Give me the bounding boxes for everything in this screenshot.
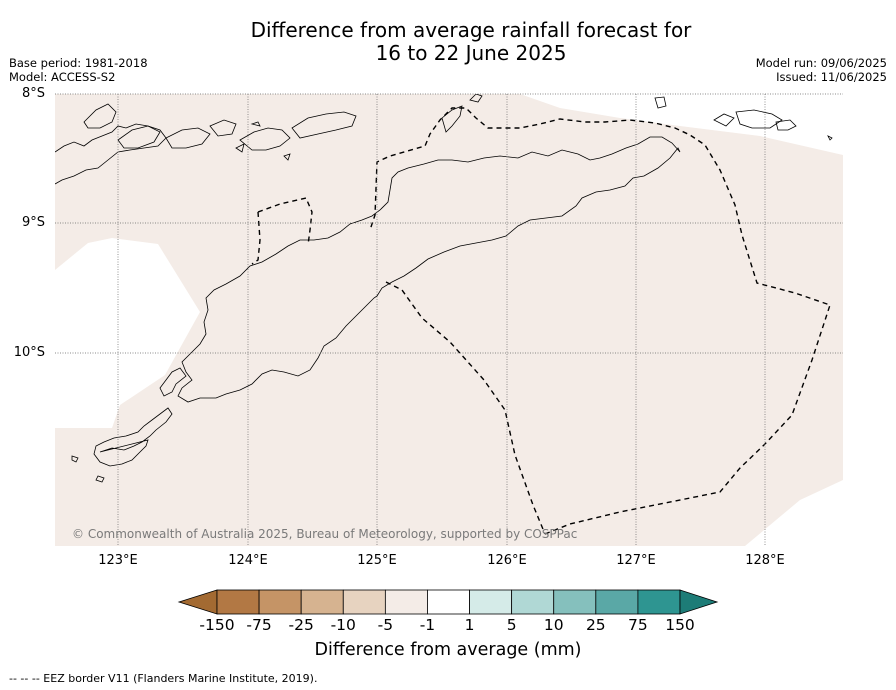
colorbar-tick-label: -25 xyxy=(288,616,314,634)
lon-label-124e: 124°E xyxy=(228,553,268,568)
lat-label-10s: 10°S xyxy=(13,345,45,360)
lon-label-123e: 123°E xyxy=(98,553,138,568)
forecast-fill xyxy=(55,94,843,546)
colorbar xyxy=(177,589,719,615)
islet-2 xyxy=(95,475,105,483)
coastlines xyxy=(55,94,833,483)
title-line-2: 16 to 22 June 2025 xyxy=(375,41,567,65)
lat-label-9s: 9°S xyxy=(21,215,45,230)
islet-13 xyxy=(775,119,797,131)
eez-border-south xyxy=(385,281,546,535)
colorbar-tick-label: -1 xyxy=(419,616,436,634)
title-line-1: Difference from average rainfall forecas… xyxy=(250,18,692,42)
meta-right: Model run: 09/06/2025 Issued: 11/06/2025 xyxy=(756,56,887,84)
model-name: Model: ACCESS-S2 xyxy=(9,70,116,84)
colorbar-swatch xyxy=(469,589,513,615)
colorbar-tick-label: -10 xyxy=(330,616,356,634)
islet-5 xyxy=(209,119,237,137)
chart-title: Difference from average rainfall forecas… xyxy=(0,19,896,65)
colorbar-tick-label: 75 xyxy=(628,616,648,634)
alor-islands xyxy=(55,123,167,185)
lon-label-127e: 127°E xyxy=(616,553,656,568)
colorbar-tick-label: 10 xyxy=(543,616,564,634)
gridlines xyxy=(55,93,843,546)
babar-island xyxy=(735,109,783,129)
colorbar-tick-label: 1 xyxy=(464,616,475,634)
colorbar-swatch xyxy=(216,589,260,615)
colorbar-swatch xyxy=(553,589,597,615)
rote-island xyxy=(159,367,187,397)
colorbar-swatch xyxy=(511,589,555,615)
colorbar-swatch xyxy=(637,589,681,615)
colorbar-tick-label: -5 xyxy=(377,616,394,634)
eez-border-main xyxy=(369,107,831,535)
islet-3 xyxy=(83,103,117,129)
pantar-island xyxy=(165,127,211,149)
colorbar-swatch xyxy=(595,589,639,615)
lat-label-8s: 8°S xyxy=(21,86,45,101)
colorbar-swatch xyxy=(300,589,344,615)
eez-borders xyxy=(251,107,831,535)
colorbar-tick-label: 5 xyxy=(506,616,517,634)
islet-14 xyxy=(827,135,833,141)
colorbar-tick-label: 150 xyxy=(665,616,695,634)
islet-12 xyxy=(713,113,735,127)
colorbar-tick-label: -75 xyxy=(246,616,272,634)
islet-4 xyxy=(117,125,161,149)
islet-9 xyxy=(250,121,261,127)
islet-6 xyxy=(239,127,291,151)
colorbar-swatch xyxy=(384,589,428,615)
islet-1 xyxy=(71,455,79,463)
lon-label-126e: 126°E xyxy=(487,553,527,568)
base-period: Base period: 1981-2018 xyxy=(9,56,148,70)
islet-8 xyxy=(283,153,291,161)
model-run: Model run: 09/06/2025 xyxy=(755,56,887,70)
colorbar-extend-low xyxy=(177,589,218,615)
colorbar-title: Difference from average (mm) xyxy=(314,640,582,660)
footer-eez-note: -- -- -- EEZ border V11 (Flanders Marine… xyxy=(9,672,318,685)
lon-label-128e: 128°E xyxy=(745,553,785,568)
colorbar-swatch xyxy=(427,589,470,615)
meta-left: Base period: 1981-2018 Model: ACCESS-S2 xyxy=(9,56,148,84)
sawu-island xyxy=(93,407,173,467)
colorbar-swatch xyxy=(258,589,302,615)
kisar-island xyxy=(441,105,463,133)
lon-label-125e: 125°E xyxy=(357,553,397,568)
wetar-island xyxy=(291,111,357,139)
timor-island xyxy=(177,136,681,403)
copyright-text: © Commonwealth of Australia 2025, Bureau… xyxy=(72,527,577,541)
eez-border-oecusse xyxy=(251,197,313,265)
islet-7 xyxy=(235,143,245,153)
colorbar-tick-label: 25 xyxy=(585,616,606,634)
islet-10 xyxy=(469,94,483,103)
map-area xyxy=(55,94,843,546)
issued-date: Issued: 11/06/2025 xyxy=(776,70,887,84)
islet-11 xyxy=(654,96,667,109)
colorbar-tick-label: -150 xyxy=(199,616,235,634)
colorbar-swatch xyxy=(342,589,386,615)
colorbar-extend-high xyxy=(679,589,719,615)
